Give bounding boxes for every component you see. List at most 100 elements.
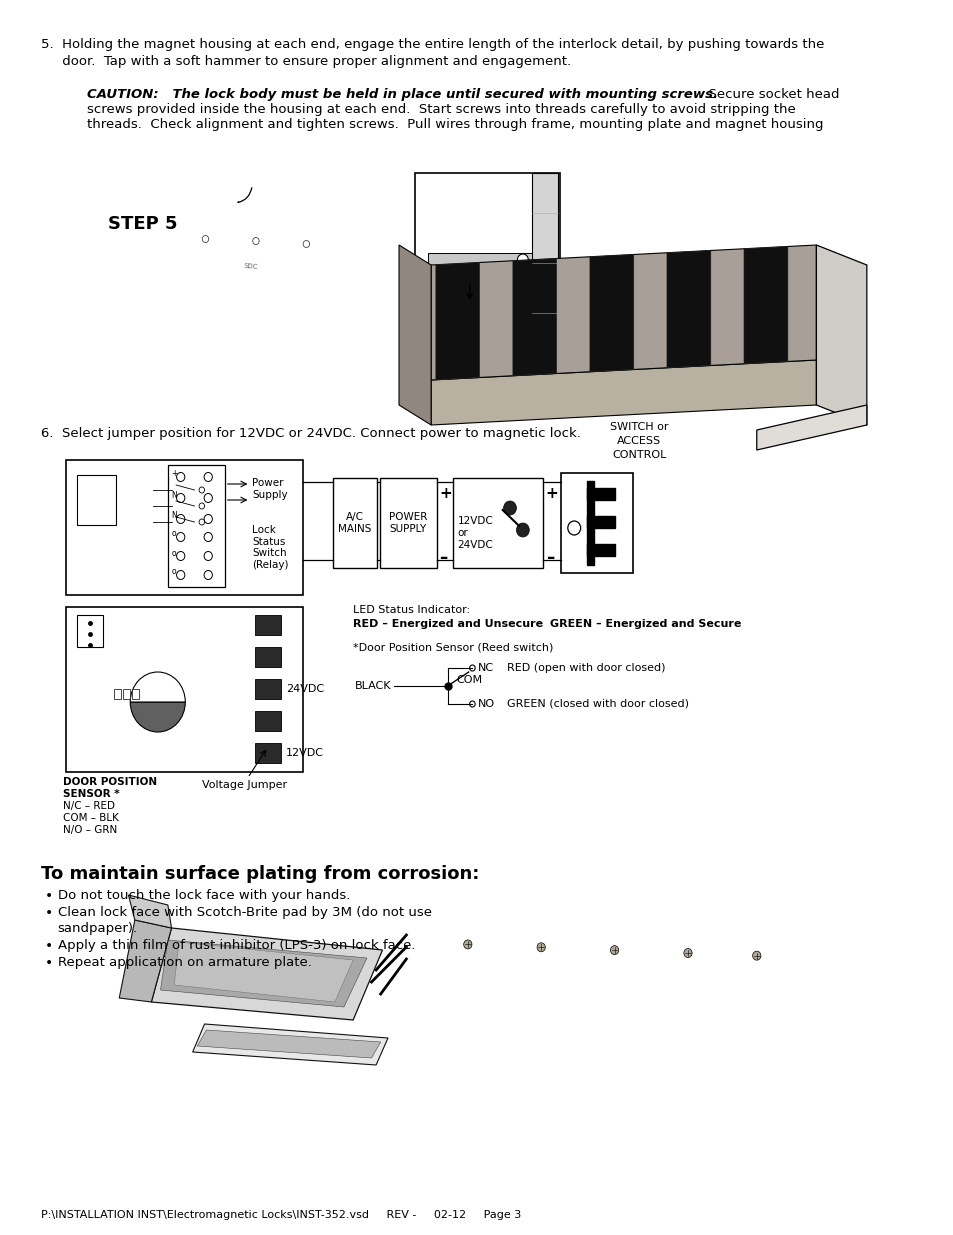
Text: CONTROL: CONTROL <box>612 450 666 459</box>
Text: Repeat application on armature plate.: Repeat application on armature plate. <box>58 956 312 969</box>
Circle shape <box>516 522 529 537</box>
Bar <box>586 543 614 556</box>
Text: Voltage Jumper: Voltage Jumper <box>202 781 287 790</box>
Circle shape <box>610 946 618 955</box>
Bar <box>123 689 131 699</box>
Bar <box>586 516 614 529</box>
Text: SWITCH or: SWITCH or <box>610 422 668 432</box>
Text: o: o <box>172 530 176 538</box>
Circle shape <box>204 532 213 541</box>
Bar <box>254 679 280 699</box>
Text: A/C
MAINS: A/C MAINS <box>338 513 372 534</box>
Bar <box>428 353 444 412</box>
Circle shape <box>176 494 185 503</box>
Text: N/C – RED: N/C – RED <box>63 802 115 811</box>
Bar <box>379 478 436 568</box>
Bar <box>77 615 103 647</box>
Circle shape <box>463 940 472 948</box>
Text: door.  Tap with a soft hammer to ensure proper alignment and engagement.: door. Tap with a soft hammer to ensure p… <box>41 56 571 68</box>
Polygon shape <box>666 251 710 368</box>
Circle shape <box>752 951 760 960</box>
Text: SDC: SDC <box>243 263 257 270</box>
Text: SENSOR *: SENSOR * <box>63 789 120 799</box>
Text: NC: NC <box>477 663 494 673</box>
Text: *Door Position Sensor (Reed switch): *Door Position Sensor (Reed switch) <box>353 643 553 653</box>
Wedge shape <box>131 672 185 701</box>
Polygon shape <box>160 940 367 1007</box>
Circle shape <box>204 494 213 503</box>
Circle shape <box>683 948 691 957</box>
Polygon shape <box>174 942 353 1002</box>
Text: Lock
Status
Switch
(Relay): Lock Status Switch (Relay) <box>252 525 289 569</box>
Circle shape <box>204 571 213 579</box>
Circle shape <box>567 521 580 535</box>
Polygon shape <box>193 1024 388 1065</box>
Circle shape <box>469 701 475 706</box>
Bar <box>560 473 632 573</box>
Circle shape <box>176 532 185 541</box>
Circle shape <box>204 473 213 482</box>
Bar <box>333 478 376 568</box>
Bar <box>254 711 280 731</box>
Circle shape <box>503 501 516 515</box>
Circle shape <box>537 942 545 952</box>
Text: N: N <box>172 490 177 499</box>
Circle shape <box>176 515 185 524</box>
Text: DOOR POSITION: DOOR POSITION <box>63 777 157 787</box>
Text: 6.  Select jumper position for 12VDC or 24VDC. Connect power to magnetic lock.: 6. Select jumper position for 12VDC or 2… <box>41 427 580 440</box>
Circle shape <box>176 473 185 482</box>
Text: GREEN – Energized and Secure: GREEN – Energized and Secure <box>550 619 741 629</box>
Polygon shape <box>743 247 787 364</box>
Bar <box>586 488 614 500</box>
Circle shape <box>469 664 475 671</box>
Text: NO: NO <box>477 699 495 709</box>
Circle shape <box>199 503 204 509</box>
Text: sandpaper).: sandpaper). <box>58 923 138 935</box>
Text: •: • <box>45 956 53 969</box>
Text: o: o <box>172 568 176 577</box>
Text: N/O – GRN: N/O – GRN <box>63 825 117 835</box>
Text: STEP 5: STEP 5 <box>108 215 177 233</box>
Bar <box>113 689 121 699</box>
Polygon shape <box>431 359 816 425</box>
Text: screws provided inside the housing at each end.  Start screws into threads caref: screws provided inside the housing at ea… <box>87 103 795 116</box>
Text: +: + <box>439 485 452 500</box>
Wedge shape <box>131 701 185 732</box>
Text: COM – BLK: COM – BLK <box>63 813 119 823</box>
Polygon shape <box>152 927 382 1020</box>
Text: •: • <box>45 939 53 953</box>
Bar <box>586 480 594 564</box>
Circle shape <box>204 515 213 524</box>
Text: BLACK: BLACK <box>355 680 391 692</box>
Bar <box>254 647 280 667</box>
Text: –: – <box>545 550 554 567</box>
Text: Do not touch the lock face with your hands.: Do not touch the lock face with your han… <box>58 889 350 902</box>
Polygon shape <box>431 245 816 380</box>
Bar <box>66 459 302 595</box>
Circle shape <box>176 571 185 579</box>
Bar <box>66 606 302 772</box>
Text: CAUTION:   The lock body must be held in place until secured with mounting screw: CAUTION: The lock body must be held in p… <box>87 88 718 101</box>
Text: threads.  Check alignment and tighten screws.  Pull wires through frame, mountin: threads. Check alignment and tighten scr… <box>87 119 822 131</box>
Polygon shape <box>436 263 479 379</box>
Text: +: + <box>172 469 177 478</box>
Text: •: • <box>45 889 53 903</box>
Text: +: + <box>545 485 558 500</box>
Text: 12VDC
or
24VDC: 12VDC or 24VDC <box>457 516 493 550</box>
Text: •: • <box>45 906 53 920</box>
Bar <box>254 615 280 635</box>
Circle shape <box>253 237 259 245</box>
Text: o: o <box>172 548 176 557</box>
Text: 24VDC: 24VDC <box>286 684 324 694</box>
Text: Secure socket head: Secure socket head <box>700 88 839 101</box>
Polygon shape <box>119 920 172 1002</box>
Text: Clean lock face with Scotch-Brite pad by 3M (do not use: Clean lock face with Scotch-Brite pad by… <box>58 906 432 919</box>
Circle shape <box>905 814 911 820</box>
Text: P:\INSTALLATION INST\Electromagnetic Locks\INST-352.vsd     REV -     02-12     : P:\INSTALLATION INST\Electromagnetic Loc… <box>41 1210 521 1220</box>
Bar <box>428 253 532 267</box>
Bar <box>168 466 225 587</box>
Bar <box>254 743 280 763</box>
Circle shape <box>905 883 911 890</box>
Text: Power
Supply: Power Supply <box>252 478 288 500</box>
Text: –: – <box>439 550 447 567</box>
